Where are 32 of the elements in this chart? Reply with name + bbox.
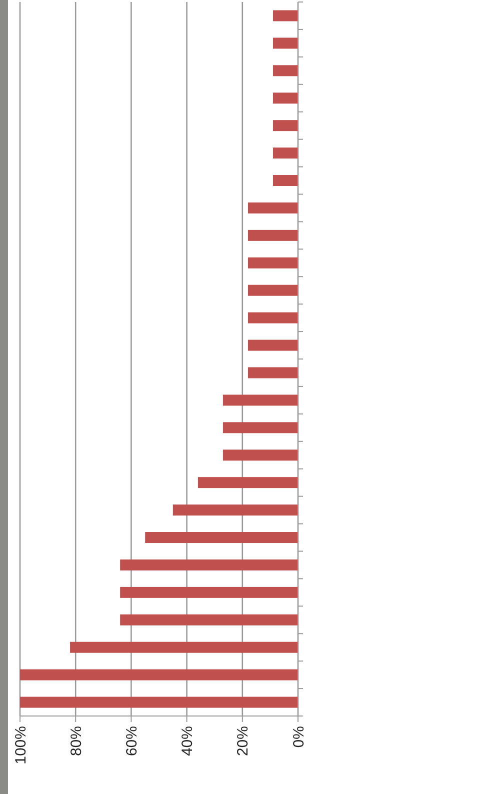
- bar: [248, 230, 298, 241]
- bar: [20, 696, 298, 708]
- bar: [120, 614, 298, 626]
- x-tick-label: 20%: [234, 726, 252, 756]
- bar: [248, 340, 298, 351]
- bar: [70, 642, 298, 653]
- bar: [120, 559, 298, 570]
- x-tick-label: 60%: [123, 726, 140, 756]
- bar: [145, 532, 298, 543]
- bar: [272, 38, 298, 49]
- bar: [248, 367, 298, 378]
- bar: [222, 422, 298, 434]
- x-tick-label: 40%: [179, 726, 196, 756]
- bar: [248, 312, 298, 324]
- bar: [222, 394, 298, 406]
- bar: [272, 92, 298, 104]
- x-tick-label: 80%: [68, 726, 85, 756]
- bar: [248, 257, 298, 268]
- bar: [272, 120, 298, 132]
- bar: [272, 148, 298, 159]
- bar: [272, 175, 298, 186]
- bar: [198, 477, 298, 488]
- bar: [20, 669, 298, 680]
- bar: [248, 284, 298, 296]
- bar: [222, 450, 298, 461]
- x-tick-label: 0%: [290, 726, 308, 748]
- bar: [272, 10, 298, 22]
- bar: [172, 504, 298, 516]
- bar: [120, 586, 298, 598]
- bar: [248, 202, 298, 214]
- bar: [272, 65, 298, 76]
- x-tick-label: 100%: [12, 726, 30, 764]
